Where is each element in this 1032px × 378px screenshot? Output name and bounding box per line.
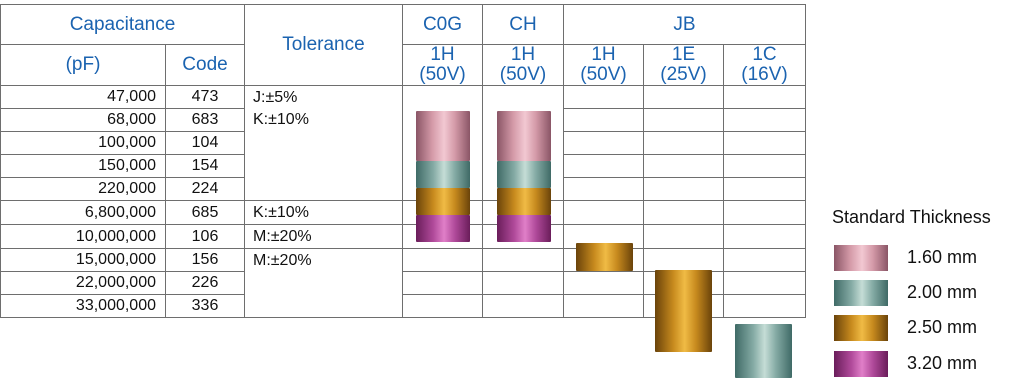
legend-label: 2.50 mm [907, 317, 978, 337]
thickness-bar-1.60mm [416, 111, 470, 161]
jb-cell [563, 154, 644, 178]
jb-cell [563, 200, 644, 225]
jb-cell [643, 108, 724, 132]
jb-cell [722, 200, 807, 225]
tolerance-header: Tolerance [244, 4, 403, 86]
capacitance-code: 224 [165, 177, 245, 201]
tolerance-cell: K:±10% [244, 200, 403, 225]
thickness-bar-2.50mm [655, 270, 712, 352]
jb-cell [563, 271, 644, 295]
thickness-bar-3.20mm [497, 215, 551, 242]
jb-cell [643, 248, 724, 272]
ch-header: CH [482, 4, 564, 45]
jb-cell [722, 131, 807, 155]
ch-cell [482, 294, 564, 318]
ch-cell [482, 248, 564, 272]
jb-cell [643, 85, 724, 109]
thickness-bar-1.60mm [497, 111, 551, 161]
thickness-bar-3.20mm [416, 215, 470, 242]
jb-cell [643, 154, 724, 178]
c0g-cell [402, 271, 483, 295]
thickness-bar-2.00mm [416, 161, 470, 188]
jb-cell [722, 154, 807, 178]
jb-cell [643, 131, 724, 155]
jb-cell [722, 108, 807, 132]
capacitance-code: 106 [165, 224, 245, 249]
jb-cell [722, 294, 807, 318]
capacitance-value: 6,800,000 [0, 200, 166, 225]
jb-cell [643, 200, 724, 225]
table-row: 15,000,000 156 M:±20% [0, 248, 807, 318]
jb-cell [722, 271, 807, 295]
voltage-header: 1H (50V) [482, 44, 564, 86]
jb-cell [563, 108, 644, 132]
voltage-header: 1H (50V) [402, 44, 483, 86]
legend-title: Standard Thickness [832, 207, 991, 227]
voltage-header: 1C (16V) [722, 44, 807, 86]
c0g-header: C0G [402, 4, 483, 45]
tolerance-cell: M:±20% [244, 224, 403, 249]
thickness-bar-2.50mm [497, 188, 551, 215]
capacitance-code: 226 [165, 271, 245, 295]
table-row: 10,000,000 106 M:±20% [0, 224, 807, 249]
capacitance-code: 336 [165, 294, 245, 318]
voltage-header: 1H (50V) [563, 44, 644, 86]
table-row: 150,000 154 [0, 154, 807, 178]
jb-cell [563, 294, 644, 318]
legend-label: 1.60 mm [907, 247, 978, 267]
pf-header: (pF) [0, 44, 166, 86]
jb-cell [563, 131, 644, 155]
jb-cell [722, 85, 807, 109]
legend-swatch-1.60mm [834, 245, 888, 271]
capacitance-value: 150,000 [0, 154, 166, 178]
tolerance-cell: J:±5% K:±10% [244, 85, 403, 201]
thickness-bar-2.00mm [735, 324, 792, 378]
capacitance-value: 22,000,000 [0, 271, 166, 295]
capacitance-value: 15,000,000 [0, 248, 166, 272]
capacitance-value: 68,000 [0, 108, 166, 132]
jb-cell [563, 85, 644, 109]
capacitance-code: 156 [165, 248, 245, 272]
jb-cell [722, 224, 807, 249]
capacitance-code: 685 [165, 200, 245, 225]
jb-cell [722, 248, 807, 272]
jb-cell [563, 177, 644, 201]
capacitance-code: 104 [165, 131, 245, 155]
capacitance-value: 220,000 [0, 177, 166, 201]
capacitance-value: 47,000 [0, 85, 166, 109]
tolerance-cell: M:±20% [244, 248, 403, 318]
legend-label: 3.20 mm [907, 353, 978, 373]
legend-swatch-3.20mm [834, 351, 888, 377]
code-header: Code [165, 44, 245, 86]
thickness-bar-2.00mm [497, 161, 551, 188]
capacitance-value: 10,000,000 [0, 224, 166, 249]
capacitance-code: 154 [165, 154, 245, 178]
table-row: 6,800,000 685 K:±10% [0, 200, 807, 225]
capacitance-code: 683 [165, 108, 245, 132]
legend-swatch-2.00mm [834, 280, 888, 306]
thickness-bar-2.50mm [576, 243, 633, 271]
jb-cell [643, 224, 724, 249]
legend-swatch-2.50mm [834, 315, 888, 341]
capacitance-code: 473 [165, 85, 245, 109]
legend-label: 2.00 mm [907, 282, 978, 302]
jb-header: JB [562, 4, 807, 45]
table-row: 100,000 104 [0, 131, 807, 155]
jb-cell [643, 177, 724, 201]
capacitance-header: Capacitance [0, 4, 245, 45]
thickness-bar-2.50mm [416, 188, 470, 215]
ch-cell [482, 271, 564, 295]
voltage-header: 1E (25V) [643, 44, 724, 86]
capacitance-value: 100,000 [0, 131, 166, 155]
table-row: 47,000 473 J:±5% K:±10% [0, 85, 807, 201]
c0g-cell [402, 248, 483, 272]
capacitance-value: 33,000,000 [0, 294, 166, 318]
jb-cell [722, 177, 807, 201]
c0g-cell [402, 294, 483, 318]
